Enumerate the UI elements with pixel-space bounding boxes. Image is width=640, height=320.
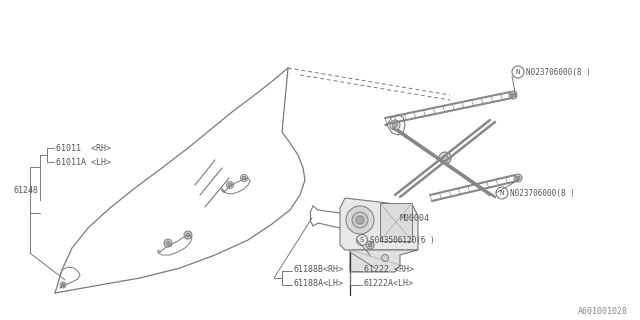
Circle shape — [60, 282, 66, 288]
Circle shape — [516, 176, 520, 180]
Circle shape — [352, 212, 368, 228]
Circle shape — [228, 183, 232, 187]
Circle shape — [366, 241, 374, 249]
Text: N: N — [516, 69, 520, 75]
Circle shape — [381, 254, 388, 261]
Text: A601001028: A601001028 — [578, 307, 628, 316]
Text: S: S — [360, 237, 364, 243]
Circle shape — [392, 123, 397, 127]
Circle shape — [241, 174, 248, 181]
Circle shape — [442, 155, 448, 161]
Circle shape — [390, 120, 400, 130]
Text: 61222A<LH>: 61222A<LH> — [364, 279, 414, 289]
Text: 61188B<RH>: 61188B<RH> — [294, 266, 344, 275]
Text: 61011  <RH>: 61011 <RH> — [56, 143, 111, 153]
Circle shape — [184, 231, 192, 239]
Text: N023706000(8 ): N023706000(8 ) — [526, 68, 591, 76]
Circle shape — [166, 241, 170, 245]
Bar — [380, 203, 412, 241]
Circle shape — [514, 174, 522, 182]
Circle shape — [346, 206, 374, 234]
Circle shape — [61, 284, 65, 286]
Circle shape — [186, 233, 190, 237]
Circle shape — [509, 91, 517, 99]
Circle shape — [356, 216, 364, 224]
Polygon shape — [340, 198, 418, 250]
Text: N: N — [500, 190, 504, 196]
Circle shape — [242, 176, 246, 180]
Text: 61248: 61248 — [14, 186, 39, 195]
Text: S043506120(6 ): S043506120(6 ) — [370, 236, 435, 244]
Text: M00004: M00004 — [400, 213, 430, 222]
Circle shape — [368, 243, 372, 247]
Circle shape — [164, 239, 172, 247]
Text: 61222 <RH>: 61222 <RH> — [364, 266, 414, 275]
Circle shape — [227, 181, 234, 188]
Circle shape — [511, 93, 515, 97]
Polygon shape — [350, 250, 418, 272]
Circle shape — [439, 152, 451, 164]
Text: 61011A <LH>: 61011A <LH> — [56, 157, 111, 166]
Text: 61188A<LH>: 61188A<LH> — [294, 279, 344, 289]
Text: N023706000(8 ): N023706000(8 ) — [510, 188, 575, 197]
